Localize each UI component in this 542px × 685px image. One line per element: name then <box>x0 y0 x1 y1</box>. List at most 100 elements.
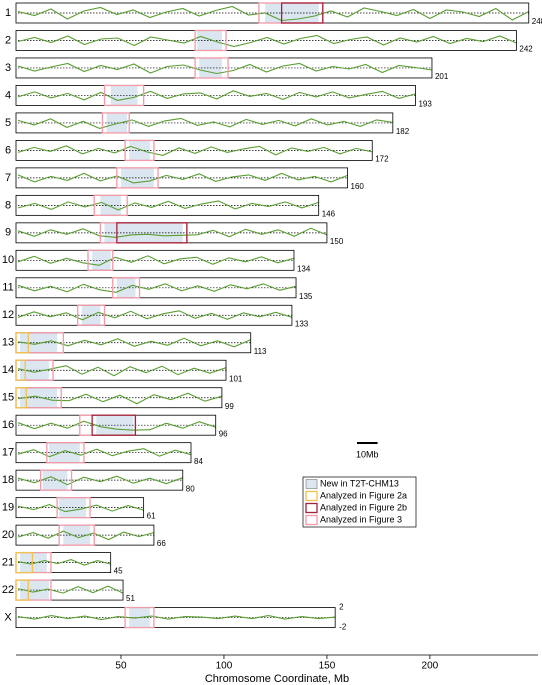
chromosome-box <box>15 112 394 134</box>
trace <box>17 559 111 566</box>
length-label: 182 <box>396 127 410 136</box>
analyzed-region <box>15 551 34 574</box>
chromosome-box <box>15 469 184 491</box>
chromosome-label: 11 <box>2 282 13 294</box>
chromosome-label: 9 <box>5 227 11 239</box>
chromosome-label: 22 <box>2 584 14 596</box>
length-label: 134 <box>297 264 311 273</box>
analyzed-region <box>93 194 128 217</box>
analyzed-region <box>77 304 106 326</box>
length-label: 160 <box>351 182 365 191</box>
length-label: 80 <box>186 484 195 493</box>
legend-label: Analyzed in Figure 2b <box>320 502 407 512</box>
new-region <box>197 30 222 51</box>
analyzed-region <box>15 359 26 381</box>
trace <box>17 310 293 321</box>
analyzed-region <box>103 84 145 107</box>
trace <box>17 475 183 486</box>
chromosome-label: 4 <box>5 89 11 101</box>
chromosome-label: 12 <box>2 309 14 321</box>
trace <box>17 392 223 405</box>
trace <box>17 365 227 377</box>
legend-label: New in T2T-CHM13 <box>320 478 399 488</box>
new-region <box>92 250 111 271</box>
x-tick-label: 150 <box>319 661 336 672</box>
new-region <box>120 167 154 188</box>
trace <box>17 615 336 621</box>
trace-tick-label: 2 <box>339 603 344 612</box>
chromosome-label: 7 <box>5 172 11 184</box>
analyzed-region <box>15 579 29 601</box>
analyzed-region <box>56 496 91 519</box>
chromosome-label: 14 <box>2 364 14 376</box>
length-label: 45 <box>114 567 123 576</box>
chromosome-box <box>15 30 517 51</box>
new-region <box>63 525 91 546</box>
length-label: 150 <box>330 237 344 246</box>
analyzed-region <box>280 2 324 24</box>
length-label: 51 <box>126 594 135 603</box>
chromosome-label: 15 <box>2 392 14 404</box>
trace <box>17 90 416 101</box>
chromosome-label: 13 <box>2 337 14 349</box>
chromosome-label: 17 <box>2 447 14 459</box>
trace-tick-label: -2 <box>339 623 347 632</box>
chromosome-box <box>15 277 297 299</box>
legend-label: Analyzed in Figure 3 <box>320 514 402 524</box>
chromosome-label: 1 <box>5 7 11 19</box>
analyzed-region <box>40 469 73 491</box>
analyzed-region <box>194 29 227 52</box>
length-label: 61 <box>147 512 156 521</box>
chromosome-box <box>15 139 373 161</box>
legend-label: Analyzed in Figure 2a <box>320 490 407 500</box>
chromosome-label: 18 <box>2 474 14 486</box>
new-region <box>106 112 128 133</box>
analyzed-region <box>124 139 155 162</box>
analyzed-region <box>15 332 29 354</box>
chromosome-box <box>15 85 416 106</box>
analyzed-region <box>46 442 85 464</box>
length-label: 133 <box>295 319 309 328</box>
trace <box>17 504 144 513</box>
legend-swatch <box>305 479 318 489</box>
length-label: 135 <box>299 292 313 301</box>
trace <box>17 145 373 156</box>
length-label: 99 <box>225 402 234 411</box>
trace <box>17 62 433 75</box>
new-region <box>100 195 121 216</box>
scale-bar-label: 10Mb <box>356 449 379 459</box>
trace <box>17 255 295 266</box>
trace <box>17 200 319 211</box>
length-label: 172 <box>375 155 389 164</box>
trace <box>17 227 328 238</box>
chromosome-label: 8 <box>5 199 11 211</box>
chromosome-label: 5 <box>5 117 11 129</box>
chromosome-label: X <box>4 611 12 623</box>
chromosome-label: 16 <box>2 419 14 431</box>
analyzed-region <box>101 112 130 134</box>
analyzed-region <box>194 57 229 79</box>
legend-swatch <box>305 502 318 514</box>
x-tick-label: 100 <box>216 661 233 672</box>
x-axis-title: Chromosome Coordinate, Mb <box>205 673 349 685</box>
length-label: 113 <box>254 347 267 356</box>
trace <box>17 172 348 184</box>
length-label: 96 <box>219 429 228 438</box>
new-region <box>104 222 183 243</box>
chromosome-box <box>15 194 320 216</box>
new-region <box>20 387 58 408</box>
x-tick-label: 200 <box>422 661 439 672</box>
length-label: 201 <box>435 72 449 81</box>
length-label: 146 <box>322 209 336 218</box>
chromosome-label: 21 <box>2 557 14 569</box>
legend-swatch <box>305 490 318 502</box>
chromosome-box <box>15 167 348 189</box>
chromosome-box <box>15 442 192 464</box>
new-region <box>20 332 58 353</box>
analyzed-region <box>116 222 188 244</box>
legend-swatch <box>305 514 318 526</box>
analyzed-region <box>112 277 141 299</box>
trace <box>17 530 155 541</box>
